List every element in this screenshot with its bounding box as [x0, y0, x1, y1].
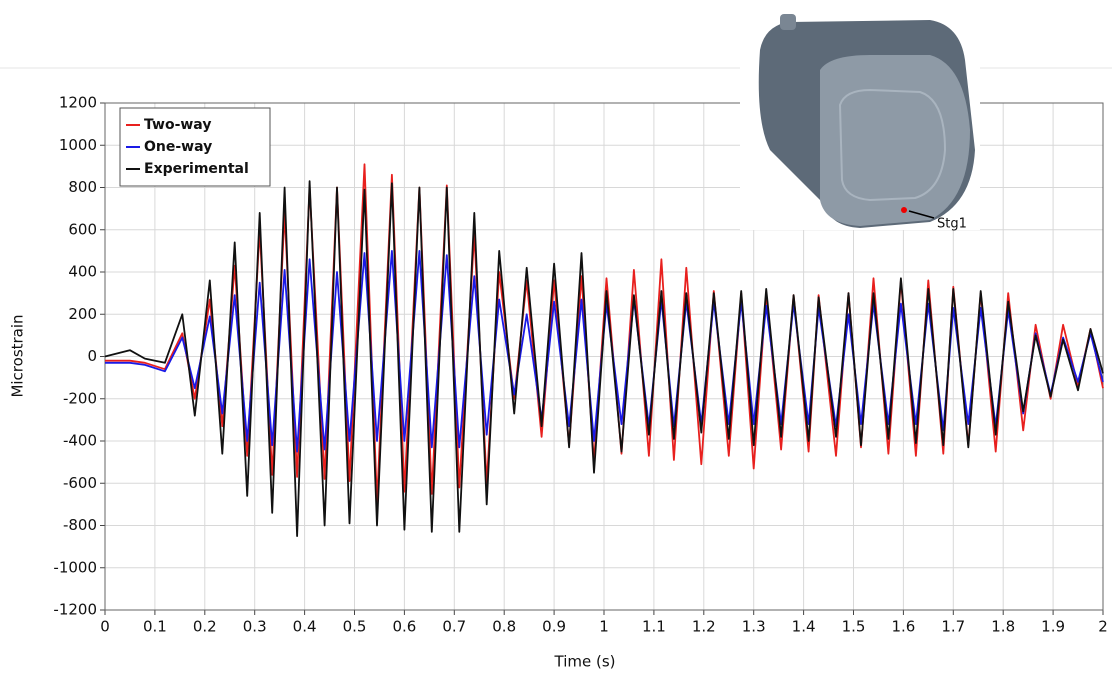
- y-tick-label: 200: [68, 305, 97, 323]
- y-tick-label: -200: [63, 389, 97, 407]
- y-tick-label: 600: [68, 220, 97, 238]
- x-tick-label: 1.8: [991, 618, 1015, 636]
- x-tick-label: 1: [599, 618, 609, 636]
- x-tick-label: 1.5: [842, 618, 866, 636]
- tank-cap: [780, 14, 796, 30]
- gauge-point: [901, 207, 907, 213]
- x-tick-label: 0.8: [492, 618, 516, 636]
- inset-label: Stg1: [937, 217, 967, 232]
- x-tick-label: 0.7: [442, 618, 466, 636]
- x-tick-label: 1.7: [941, 618, 965, 636]
- x-tick-label: 0.6: [392, 618, 416, 636]
- legend-label: One-way: [144, 139, 212, 155]
- legend: Two-way One-way Experimental: [120, 108, 270, 186]
- inset: Stg1: [740, 5, 980, 232]
- x-tick-label: 0.3: [243, 618, 267, 636]
- y-tick-label: 1200: [59, 94, 97, 112]
- y-tick-label: 800: [68, 178, 97, 196]
- y-tick-label: -1000: [53, 558, 97, 576]
- y-axis-label: Microstrain: [9, 314, 27, 397]
- tank-end: [820, 55, 970, 226]
- x-tick-label: 0.9: [542, 618, 566, 636]
- x-tick-label: 0: [100, 618, 110, 636]
- x-axis-label: Time (s): [554, 653, 616, 671]
- y-tick-label: 0: [87, 347, 97, 365]
- x-tick-label: 1.2: [692, 618, 716, 636]
- y-tick-label: 400: [68, 263, 97, 281]
- y-tick-label: -400: [63, 432, 97, 450]
- x-tick-label: 1.4: [792, 618, 816, 636]
- legend-label: Experimental: [144, 161, 249, 177]
- chart: -1200 -1000 -800 -600 -400 -200 0 200 400 600 800 1…: [0, 0, 1112, 675]
- x-tick-label: 0.5: [343, 618, 367, 636]
- x-tick-label: 1.9: [1041, 618, 1065, 636]
- x-tick-label: 0.2: [193, 618, 217, 636]
- y-tick-label: -800: [63, 516, 97, 534]
- legend-label: Two-way: [144, 117, 211, 133]
- y-tick-label: 1000: [59, 136, 97, 154]
- x-tick-label: 1.6: [891, 618, 915, 636]
- y-tick-label: -1200: [53, 601, 97, 619]
- x-tick-label: 1.3: [742, 618, 766, 636]
- x-tick-label: 0.1: [143, 618, 167, 636]
- x-tick-label: 1.1: [642, 618, 666, 636]
- x-tick-label: 2: [1098, 618, 1108, 636]
- y-tick-label: -600: [63, 474, 97, 492]
- x-tick-label: 0.4: [293, 618, 317, 636]
